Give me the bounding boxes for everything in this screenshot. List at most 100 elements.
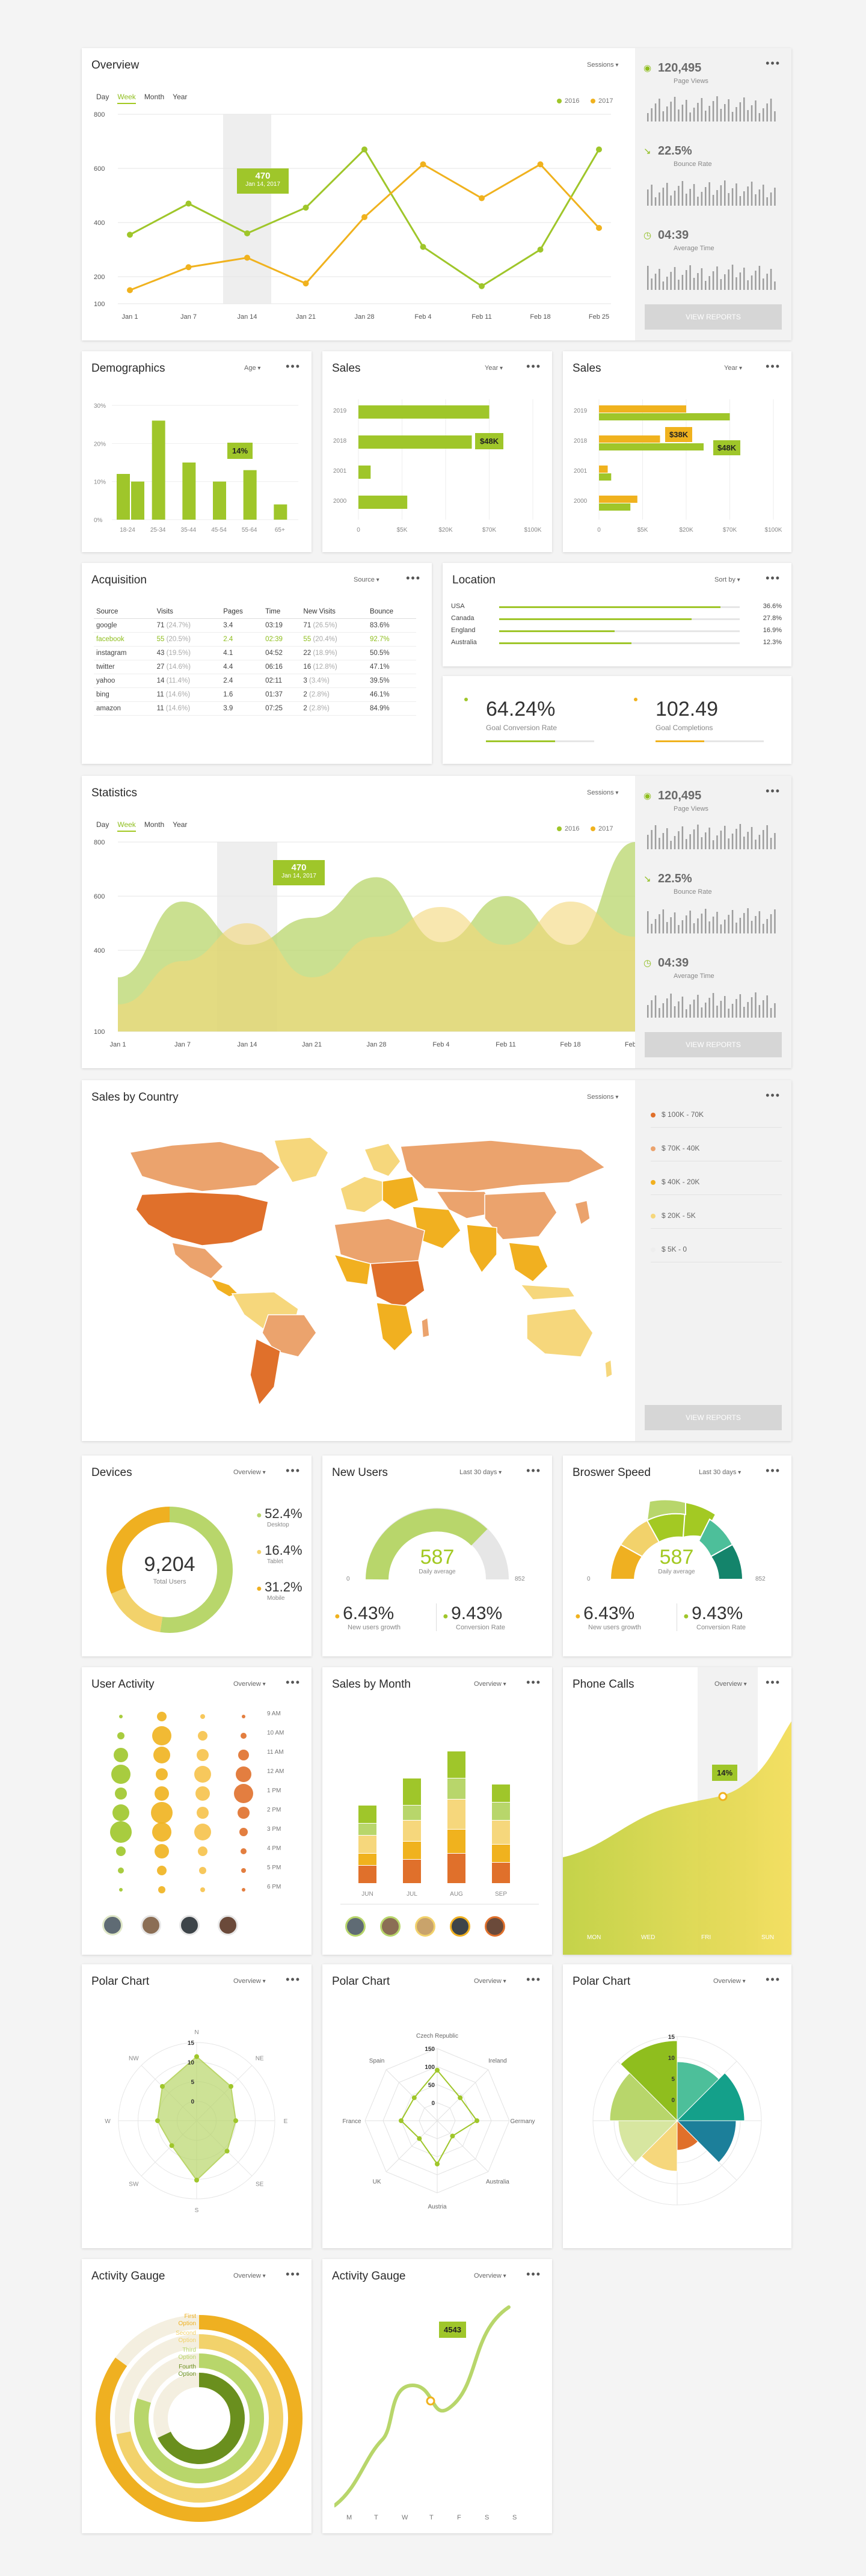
avatar[interactable] <box>102 1915 123 1935</box>
table-row[interactable]: amazon 11 (14.6%) 3.9 07:25 2 (2.8%) 84.9% <box>94 701 416 716</box>
country-selector[interactable]: Sessions <box>587 1093 618 1101</box>
newusers-selector[interactable]: Last 30 days <box>459 1469 502 1476</box>
table-row[interactable]: google 71 (24.7%) 3.4 03:19 71 (26.5%) 83.6% <box>94 618 416 633</box>
useractivity-more-icon[interactable]: ••• <box>286 1676 301 1688</box>
tab-day[interactable]: Day <box>96 93 109 101</box>
browser-more-icon[interactable]: ••• <box>766 1465 781 1477</box>
bar-a <box>182 463 196 520</box>
avatar[interactable] <box>141 1915 161 1935</box>
location-row[interactable]: USA 36.6% <box>451 603 782 615</box>
location-row[interactable]: Australia 12.3% <box>451 639 782 651</box>
sales-by-month-card: Sales by Month Overview ••• JUN JUL AUG SEP <box>322 1667 552 1955</box>
acquisition-selector[interactable]: Source <box>354 576 379 583</box>
devices-total-label: Total Users <box>153 1578 186 1585</box>
table-row[interactable]: yahoo 14 (11.4%) 2.4 02:11 3 (3.4%) 39.5% <box>94 674 416 688</box>
avatar[interactable] <box>415 1916 435 1937</box>
gauge2-more-icon[interactable]: ••• <box>526 2268 541 2280</box>
browser-selector[interactable]: Last 30 days <box>699 1469 741 1476</box>
sparkline-bar <box>712 101 714 121</box>
overview-selector[interactable]: Sessions <box>587 61 618 69</box>
bar-series-a <box>599 503 631 511</box>
statistics-more-icon[interactable]: ••• <box>766 785 781 797</box>
polar1-more-icon[interactable]: ••• <box>286 1973 301 1985</box>
polar3-selector[interactable]: Overview <box>713 1978 746 1985</box>
country-more-icon[interactable]: ••• <box>766 1089 781 1101</box>
sparkline-bar <box>716 1006 718 1018</box>
radar-point <box>233 2118 238 2123</box>
location-more-icon[interactable]: ••• <box>766 572 781 584</box>
sparkline-bar <box>662 1003 665 1018</box>
table-row[interactable]: facebook 55 (20.5%) 2.4 02:39 55 (20.4%) 92.7… <box>94 632 416 647</box>
column-header[interactable]: Time <box>263 605 301 619</box>
devices-selector[interactable]: Overview <box>233 1469 266 1476</box>
map-brazil <box>262 1314 317 1357</box>
tab-month[interactable]: Month <box>144 93 165 101</box>
location-row[interactable]: Canada 27.8% <box>451 615 782 627</box>
view-reports-button[interactable]: VIEW REPORTS <box>645 1405 782 1430</box>
avatar[interactable] <box>345 1916 366 1937</box>
avatar[interactable] <box>179 1915 200 1935</box>
acquisition-more-icon[interactable]: ••• <box>406 572 421 584</box>
radar-point <box>160 2084 165 2089</box>
country-legend-item[interactable]: $ 70K - 40K <box>651 1144 782 1161</box>
table-row[interactable]: twitter 27 (14.6%) 4.4 06:16 16 (12.8%) 47.1% <box>94 660 416 674</box>
activity-bubble <box>118 1867 124 1874</box>
country-legend-item[interactable]: $ 100K - 70K <box>651 1110 782 1128</box>
column-header[interactable]: Source <box>94 605 155 619</box>
polar1-selector[interactable]: Overview <box>233 1978 266 1985</box>
sales1-more-icon[interactable]: ••• <box>526 360 541 372</box>
x-tick-label: $5K <box>637 527 648 533</box>
sales2-selector[interactable]: Year <box>724 364 742 372</box>
column-header[interactable]: Bounce <box>367 605 416 619</box>
column-header[interactable]: Visits <box>154 605 221 619</box>
tab-week[interactable]: Week <box>117 93 136 104</box>
table-row[interactable]: instagram 43 (19.5%) 4.1 04:52 22 (18.9%) 50.… <box>94 646 416 660</box>
view-reports-button[interactable]: VIEW REPORTS <box>645 304 782 330</box>
country-legend-item[interactable]: $ 5K - 0 <box>651 1245 782 1262</box>
location-bar <box>499 630 740 632</box>
location-selector[interactable]: Sort by <box>714 576 740 583</box>
sales1-selector[interactable]: Year <box>485 364 503 372</box>
column-header[interactable]: New Visits <box>301 605 368 619</box>
country-legend-item[interactable]: $ 20K - 5K <box>651 1211 782 1229</box>
view-reports-button[interactable]: VIEW REPORTS <box>645 1032 782 1057</box>
salesmonth-more-icon[interactable]: ••• <box>526 1676 541 1688</box>
tab-year[interactable]: Year <box>173 93 188 101</box>
statistics-selector[interactable]: Sessions <box>587 789 618 796</box>
location-card: Location Sort by ••• USA 36.6% Canada 27.8%… <box>443 563 791 666</box>
phonecalls-selector[interactable]: Overview <box>714 1680 747 1688</box>
sales2-more-icon[interactable]: ••• <box>766 360 781 372</box>
map-usa <box>135 1191 269 1246</box>
sales-by-country-card: Sales by Country Sessions <box>82 1080 791 1441</box>
demographics-selector[interactable]: Age <box>244 364 260 372</box>
polar2-selector[interactable]: Overview <box>474 1978 506 1985</box>
overview-more-icon[interactable]: ••• <box>766 57 781 69</box>
avatar[interactable] <box>380 1916 401 1937</box>
country-label: UK <box>373 2178 381 2185</box>
tab-week[interactable]: Week <box>117 820 136 832</box>
tab-day[interactable]: Day <box>96 820 109 829</box>
newusers-more-icon[interactable]: ••• <box>526 1465 541 1477</box>
tab-month[interactable]: Month <box>144 820 165 829</box>
weekday-label: W <box>402 2514 408 2521</box>
avatar[interactable] <box>450 1916 470 1937</box>
gauge-selector[interactable]: Overview <box>233 2272 266 2279</box>
gauge2-selector[interactable]: Overview <box>474 2272 506 2279</box>
tab-year[interactable]: Year <box>173 820 188 829</box>
phonecalls-more-icon[interactable]: ••• <box>766 1676 781 1688</box>
location-value: 16.9% <box>763 627 782 634</box>
sales-card-1: Sales Year ••• 0 $5K $20K $70K $100K 2019 2018… <box>322 351 552 552</box>
country-legend-item[interactable]: $ 40K - 20K <box>651 1178 782 1195</box>
demographics-more-icon[interactable]: ••• <box>286 360 301 372</box>
polar3-more-icon[interactable]: ••• <box>766 1973 781 1985</box>
avatar[interactable] <box>485 1916 505 1937</box>
gauge-more-icon[interactable]: ••• <box>286 2268 301 2280</box>
salesmonth-selector[interactable]: Overview <box>474 1680 506 1688</box>
avatar[interactable] <box>218 1915 238 1935</box>
column-header[interactable]: Pages <box>221 605 263 619</box>
polar2-more-icon[interactable]: ••• <box>526 1973 541 1985</box>
useractivity-selector[interactable]: Overview <box>233 1680 266 1688</box>
devices-more-icon[interactable]: ••• <box>286 1465 301 1477</box>
location-row[interactable]: England 16.9% <box>451 627 782 639</box>
table-row[interactable]: bing 11 (14.6%) 1.6 01:37 2 (2.8%) 46.1% <box>94 687 416 702</box>
